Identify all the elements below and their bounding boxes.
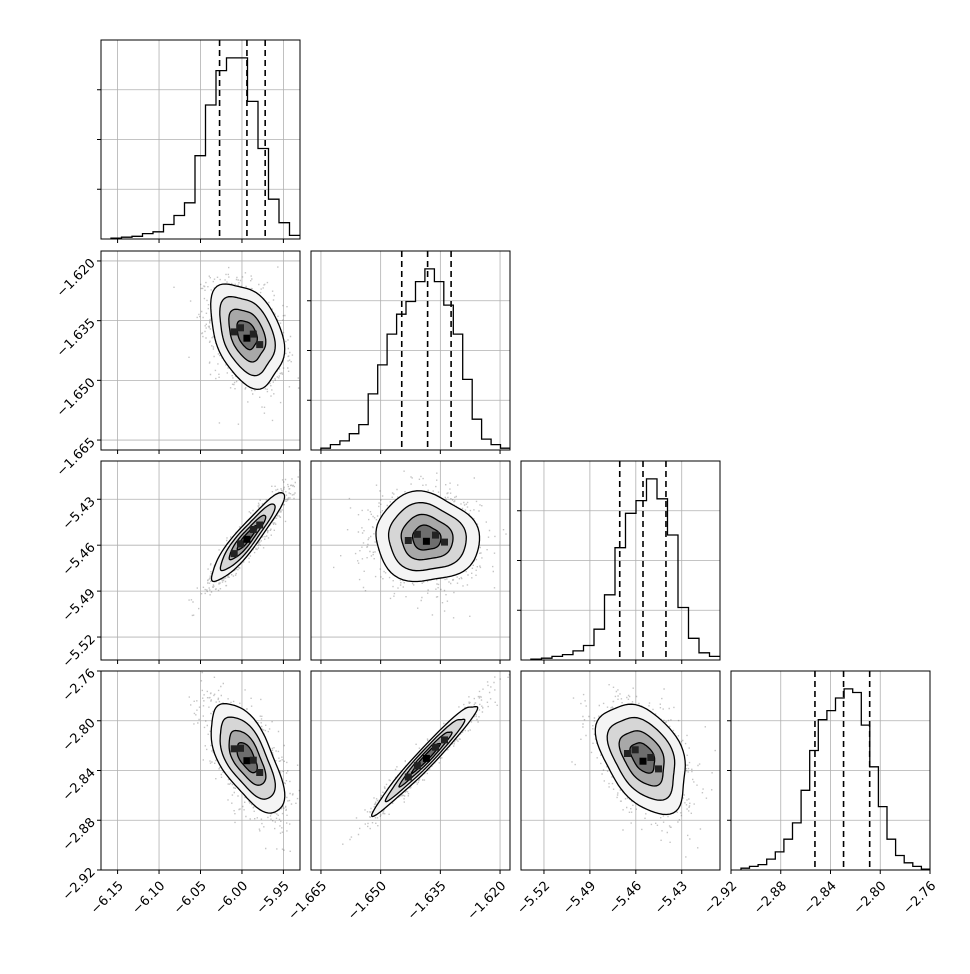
density-peak-cell: [230, 328, 238, 336]
density-peak-cell: [249, 526, 257, 533]
panel-frame: [310, 670, 511, 871]
density-peak-cell: [422, 754, 430, 762]
density-peak-cell: [441, 538, 448, 546]
x-tick-label: −2.88: [751, 879, 790, 918]
density-peak-cell: [404, 773, 412, 781]
scatter-panel-5: [310, 670, 511, 874]
hist-panel-3: [517, 460, 721, 661]
hist-step-3: [530, 478, 720, 660]
panel-content: [311, 671, 510, 870]
x-tick-label: −6.00: [212, 879, 251, 918]
x-tick-label: −2.80: [851, 879, 890, 918]
panel-content: [311, 461, 510, 660]
y-tick-label: −2.84: [60, 766, 99, 805]
x-tick-label: −1.650: [345, 879, 390, 924]
x-tick-label: −5.46: [606, 879, 645, 918]
hist-step-2: [320, 268, 510, 450]
x-tick-label: −6.05: [171, 879, 210, 918]
density-peak-cell: [655, 765, 662, 773]
panel-content: [101, 251, 300, 450]
density-peak-cell: [432, 743, 439, 751]
density-peak-cell: [243, 334, 251, 342]
x-tick-label: −6.15: [88, 879, 127, 918]
scatter-panel-3: [310, 460, 511, 664]
density-peak-cell: [413, 762, 421, 770]
y-tick-label: −2.76: [60, 666, 99, 705]
density-peak-cell: [256, 521, 264, 529]
density-peak-cell: [230, 745, 238, 753]
panel-content: [521, 671, 720, 870]
x-tick-label: −1.620: [465, 879, 510, 924]
density-peak-cell: [413, 530, 421, 538]
density-peak-cell: [237, 324, 244, 332]
y-tick-label: −5.52: [60, 632, 99, 671]
x-tick-label: −5.49: [560, 879, 599, 918]
x-tick-label: −2.84: [801, 879, 840, 918]
density-peak-cell: [243, 757, 251, 765]
density-peak-cell: [256, 769, 264, 776]
hist-panel-4: [727, 670, 931, 871]
x-tick-label: −1.635: [405, 879, 450, 924]
x-tick-label: −1.665: [286, 879, 331, 924]
x-tick-label: −5.52: [514, 879, 553, 918]
hist-frame: [520, 460, 721, 661]
density-peak-cell: [249, 756, 257, 764]
y-tick-label: −1.650: [54, 375, 99, 420]
density-peak-cell: [237, 744, 244, 752]
y-tick-label: −2.88: [60, 815, 99, 854]
density-peak-cell: [631, 746, 639, 754]
hist-step-4: [740, 688, 930, 870]
y-tick-label: −5.46: [60, 540, 99, 579]
scatter-points: [333, 470, 507, 619]
panel-content: [101, 671, 300, 870]
density-peak-cell: [422, 537, 430, 545]
density-peak-cell: [237, 540, 244, 548]
y-tick-label: −5.49: [60, 586, 99, 625]
hist-panel-2: [307, 250, 511, 451]
x-tick-label: −6.10: [130, 879, 169, 918]
y-tick-label: −1.620: [54, 256, 99, 301]
density-peak-cell: [624, 750, 631, 757]
density-peak-cell: [249, 330, 257, 338]
density-peak-cell: [404, 537, 412, 544]
density-peak-cell: [230, 550, 238, 558]
density-peak-cell: [243, 535, 251, 543]
x-tick-label: −2.76: [900, 879, 939, 918]
y-tick-label: −1.635: [54, 316, 99, 361]
panel-content: [101, 461, 300, 660]
scatter-panel-4: [97, 670, 301, 874]
x-tick-label: −2.92: [701, 879, 740, 918]
x-tick-label: −5.43: [652, 879, 691, 918]
y-tick-label: −1.665: [54, 435, 99, 480]
panel-frame: [310, 460, 511, 661]
density-peak-cell: [639, 757, 647, 765]
y-tick-label: −5.43: [60, 494, 99, 533]
hist-panel-1: [97, 39, 301, 240]
hist-step-1: [110, 57, 300, 239]
panel-frame: [520, 670, 721, 871]
scatter-panel-6: [520, 670, 721, 874]
density-peak-cell: [441, 736, 448, 744]
density-peak-cell: [432, 531, 439, 539]
hist-frame: [310, 250, 511, 451]
scatter-panel-1: [97, 250, 301, 454]
scatter-panel-2: [97, 460, 301, 664]
density-peak-cell: [647, 754, 655, 761]
y-tick-label: −2.80: [60, 716, 99, 755]
y-tick-label: −2.92: [60, 865, 99, 904]
density-peak-cell: [256, 341, 264, 349]
